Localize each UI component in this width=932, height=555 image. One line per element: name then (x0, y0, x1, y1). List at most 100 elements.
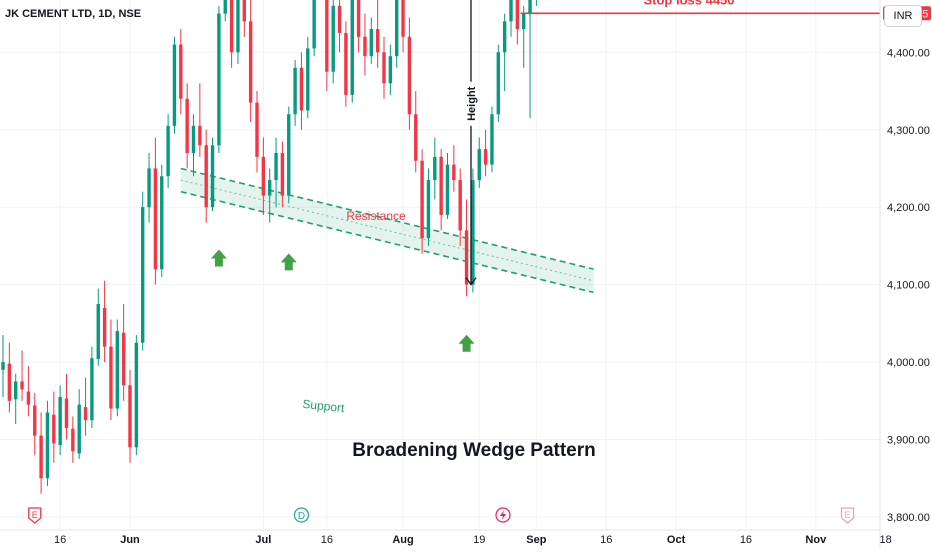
candle (14, 373, 18, 425)
candle (356, 0, 361, 53)
candle-body (191, 125, 196, 153)
candle-body (198, 125, 202, 146)
candle-body (477, 149, 481, 181)
candle (52, 391, 56, 463)
candle-body (483, 149, 488, 165)
candle (179, 29, 183, 115)
candle (77, 389, 81, 459)
candle-body (71, 428, 75, 452)
candle-body (45, 412, 50, 479)
candle-body (217, 13, 221, 146)
split-marker[interactable] (495, 507, 511, 523)
resistance-label: Resistance (346, 209, 406, 223)
price-tick-label: 4,300.00 (887, 125, 930, 137)
support-band (180, 168, 594, 293)
currency-button[interactable]: INR (884, 5, 922, 27)
candle-body (20, 381, 24, 390)
candle (528, 0, 532, 119)
flash-icon-bolt (500, 510, 506, 520)
time-tick-label: 16 (321, 534, 333, 546)
candle (64, 373, 69, 440)
candle-body (337, 5, 342, 33)
candle (153, 137, 158, 285)
candle (204, 129, 208, 223)
height-arrow-head-bottom (465, 277, 477, 286)
candle (477, 137, 481, 188)
candle-body (172, 44, 177, 126)
candle-body (141, 207, 145, 343)
candle (464, 199, 469, 297)
symbol-title[interactable]: JK CEMENT LTD, 1D, NSE (5, 8, 141, 20)
candle (471, 168, 475, 293)
candle-body (248, 21, 253, 103)
candle (363, 13, 367, 76)
time-tick-label: 16 (600, 534, 612, 546)
event-marker[interactable]: E (840, 507, 855, 524)
candle-body (274, 152, 278, 181)
dividend-icon (293, 507, 310, 523)
event-marker[interactable]: D (293, 507, 310, 523)
candle (458, 168, 462, 246)
candle-body (401, 0, 405, 37)
candle-body (204, 145, 208, 208)
support-mid-line (180, 179, 594, 282)
candle-body (439, 156, 443, 215)
candle (433, 137, 437, 200)
candle (115, 319, 119, 417)
candle (223, 0, 227, 22)
candle (369, 17, 373, 64)
price-tick-label: 4,400.00 (887, 47, 930, 59)
time-tick-label: 18 (880, 534, 892, 546)
candle-body (407, 36, 412, 115)
price-tick-label: 4,200.00 (887, 202, 930, 214)
candle-body (452, 164, 456, 181)
candle (452, 145, 456, 192)
support-label: Support (302, 397, 346, 415)
candle-body (1, 362, 5, 370)
candle (1, 334, 5, 397)
candle-body (433, 156, 437, 181)
candle-body (344, 32, 348, 95)
candle-body (382, 52, 386, 84)
candle (522, 5, 526, 68)
candle-body (242, 0, 246, 22)
candle-body (414, 114, 418, 161)
candle-body (369, 29, 373, 57)
candle-body (229, 0, 234, 53)
candle-body (306, 48, 310, 111)
candle (439, 149, 443, 231)
candle (39, 412, 43, 494)
price-tick-label: 4,100.00 (887, 280, 930, 292)
price-tick-label: 3,900.00 (887, 435, 930, 447)
candle (293, 60, 297, 126)
candle-body (90, 358, 94, 421)
candle-body (83, 407, 88, 421)
candle (242, 0, 246, 37)
event-marker[interactable]: E (28, 507, 42, 524)
candle-body (26, 391, 31, 405)
candle-body (426, 180, 431, 239)
candle-body (185, 98, 189, 153)
earnings-icon (840, 507, 855, 524)
candle-body (363, 36, 367, 57)
price-tick-label: 4,000.00 (887, 357, 930, 369)
candle-body (160, 176, 164, 270)
time-tick-label: 16 (740, 534, 752, 546)
candle (426, 168, 431, 246)
candle (236, 0, 240, 64)
candle (312, 0, 316, 57)
candle (191, 114, 196, 177)
stop-loss-label: Stop loss 4450 (643, 0, 734, 7)
time-tick-label: Nov (805, 534, 827, 546)
candle-body (522, 13, 526, 30)
candle (407, 17, 412, 130)
candle-body (134, 342, 139, 448)
candle-body (375, 29, 380, 53)
candle (268, 168, 272, 223)
time-tick-label: 16 (54, 534, 66, 546)
up-arrow (210, 249, 227, 267)
candle-body (153, 168, 158, 270)
candle (141, 191, 145, 351)
